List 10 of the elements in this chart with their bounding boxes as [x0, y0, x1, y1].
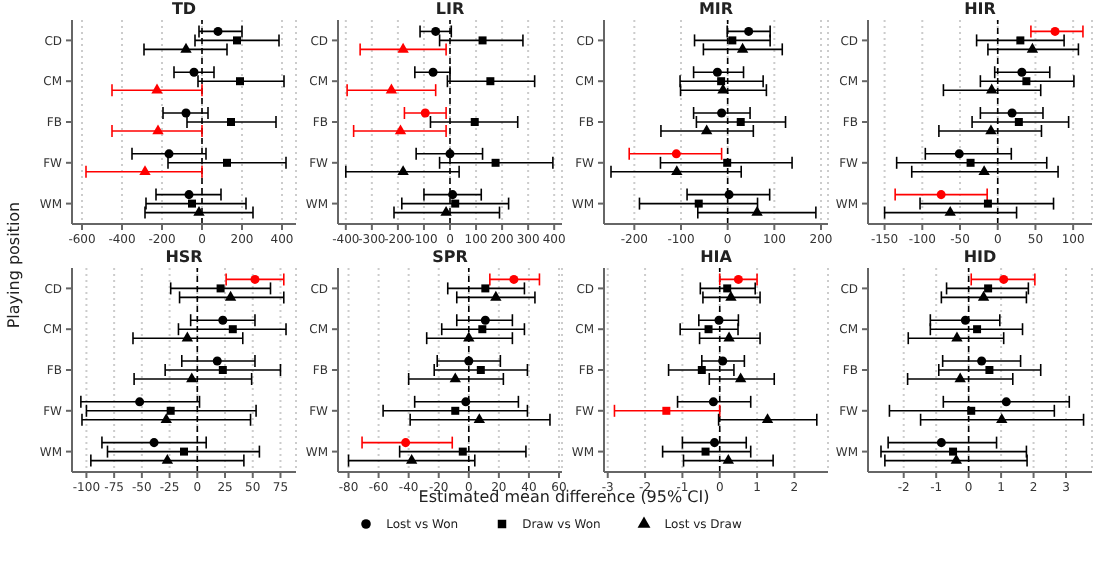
chart-title: HID: [961, 248, 999, 266]
chart-title: HIA: [698, 248, 734, 266]
y-axis-title: Playing position: [5, 199, 23, 333]
chart-title: SPR: [430, 248, 470, 266]
chart-title: HIR: [962, 0, 998, 18]
x-axis-title: Estimated mean difference (95% CI): [418, 488, 710, 506]
chart-title: TD: [169, 0, 199, 18]
chart-title: HSR: [163, 248, 205, 266]
chart-title: LIR: [433, 0, 467, 18]
chart-title: MIR: [696, 0, 736, 18]
